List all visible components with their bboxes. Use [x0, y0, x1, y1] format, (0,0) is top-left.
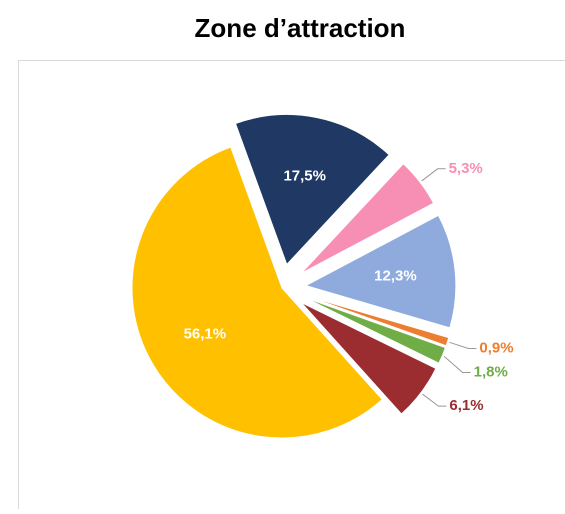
- data-label: 6,1%: [449, 397, 483, 414]
- leader-line: [422, 394, 446, 406]
- data-label: 0,9%: [479, 339, 513, 356]
- data-label: 17,5%: [283, 167, 326, 184]
- leader-line: [444, 356, 470, 372]
- data-label: 1,8%: [474, 363, 508, 380]
- leader-line: [422, 169, 446, 181]
- data-label: 12,3%: [374, 267, 417, 284]
- leader-line: [449, 342, 476, 348]
- data-label: 5,3%: [449, 160, 483, 177]
- chart-title: Zone d’attraction: [195, 13, 406, 43]
- data-label: 56,1%: [184, 325, 227, 342]
